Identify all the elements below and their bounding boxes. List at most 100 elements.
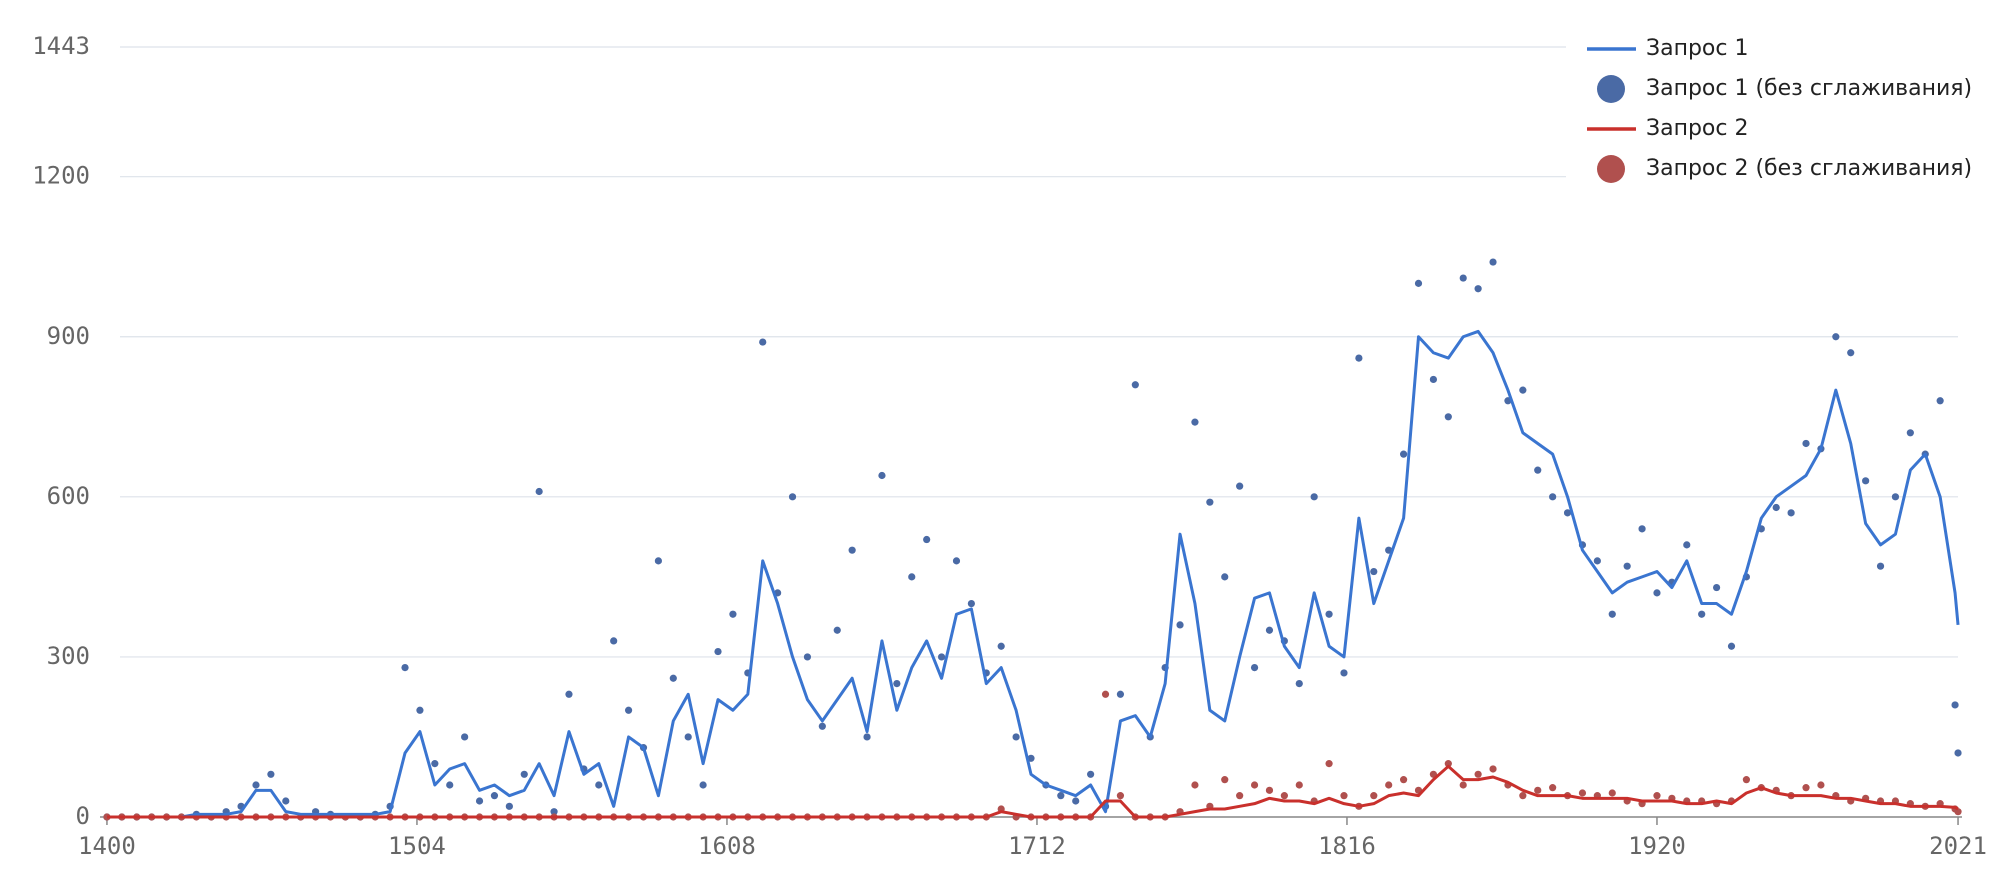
y-tick-label: 300: [47, 642, 90, 670]
data-point: [1116, 690, 1125, 698]
y-tick-label: 1443: [32, 32, 90, 60]
data-point: [818, 722, 826, 730]
data-point: [490, 792, 499, 800]
data-point: [1817, 781, 1825, 789]
data-point: [1012, 733, 1020, 741]
data-point: [1608, 610, 1616, 618]
data-point: [1459, 274, 1467, 282]
data-point: [610, 637, 618, 645]
data-point: [848, 546, 856, 554]
data-point: [267, 770, 275, 778]
data-point: [654, 557, 662, 565]
data-point: [952, 557, 961, 565]
data-point: [1549, 784, 1557, 792]
legend-label: Запрос 1: [1646, 36, 1748, 61]
data-point: [1578, 789, 1587, 797]
data-point: [937, 653, 946, 661]
x-tick-label: 1816: [1318, 832, 1376, 860]
data-point: [1608, 789, 1616, 797]
data-point: [595, 781, 603, 789]
data-point: [1221, 776, 1229, 784]
data-point: [1534, 466, 1542, 474]
data-point: [1727, 642, 1736, 650]
data-point: [1295, 679, 1303, 688]
y-tick-label: 600: [47, 482, 90, 510]
data-point: [1444, 760, 1452, 768]
data-point: [1310, 493, 1318, 501]
x-tick-label: 1504: [388, 832, 446, 860]
data-point: [550, 808, 558, 816]
data-point: [1489, 765, 1497, 773]
data-point: [1340, 669, 1348, 677]
data-point: [863, 733, 871, 741]
data-point: [1414, 279, 1423, 287]
series-line: [106, 764, 1959, 819]
legend-label: Запрос 2 (без сглаживания): [1646, 156, 1972, 181]
data-point: [416, 706, 424, 714]
y-tick-label: 0: [76, 802, 90, 830]
data-point: [1400, 776, 1408, 784]
data-point: [1549, 493, 1557, 501]
data-point: [1176, 621, 1184, 629]
data-point: [1459, 781, 1467, 789]
data-point: [1236, 792, 1244, 800]
data-point: [1772, 503, 1780, 512]
data-point: [1653, 792, 1661, 800]
data-point: [1623, 562, 1631, 570]
legend-label: Запрос 1 (без сглаживания): [1646, 76, 1972, 101]
data-point: [1683, 541, 1691, 549]
legend-background: [1566, 28, 1986, 198]
y-tick-label: 900: [47, 322, 90, 350]
data-point: [1340, 792, 1348, 800]
data-point: [1131, 381, 1139, 389]
data-point: [1072, 797, 1080, 805]
data-point: [997, 642, 1005, 650]
data-point: [1206, 498, 1214, 506]
data-point: [1862, 477, 1870, 485]
data-point: [1221, 573, 1229, 581]
data-point: [1638, 525, 1646, 533]
data-point: [1802, 439, 1810, 448]
data-point: [729, 610, 737, 618]
legend-symbol: [1597, 155, 1625, 183]
data-point: [1295, 781, 1303, 789]
data-point: [1474, 285, 1482, 293]
legend-symbol: [1597, 75, 1625, 103]
x-tick-label: 1920: [1628, 832, 1686, 860]
data-point: [1474, 770, 1482, 778]
data-point: [788, 493, 797, 501]
legend: Запрос 1 Запрос 1 (без сглаживания) Запрос…: [1566, 28, 1986, 198]
data-point: [1280, 792, 1288, 800]
data-point: [1519, 386, 1527, 394]
data-point: [1370, 792, 1378, 800]
data-point: [1906, 429, 1914, 437]
data-point: [624, 706, 633, 714]
data-point: [1712, 583, 1721, 592]
data-point: [446, 781, 454, 789]
data-point: [1116, 792, 1125, 800]
data-point: [1429, 375, 1438, 384]
data-point: [699, 781, 707, 789]
data-point: [1250, 663, 1259, 672]
data-point: [1250, 781, 1259, 789]
data-point: [520, 770, 528, 778]
data-point: [1400, 450, 1408, 458]
data-point: [535, 487, 543, 496]
data-point: [1951, 701, 1959, 709]
data-point: [1802, 784, 1810, 792]
data-point: [1489, 258, 1497, 266]
data-point: [1954, 749, 1962, 757]
data-point: [1876, 562, 1885, 570]
data-point: [759, 338, 767, 346]
data-point: [1101, 690, 1110, 698]
data-point: [1191, 418, 1199, 426]
data-point: [401, 663, 409, 672]
x-tick-label: 1400: [78, 832, 136, 860]
data-point: [475, 797, 484, 805]
data-point: [1698, 610, 1706, 618]
data-point: [1519, 792, 1527, 800]
data-point: [684, 733, 692, 741]
data-point: [1832, 333, 1840, 341]
data-point: [714, 647, 722, 656]
